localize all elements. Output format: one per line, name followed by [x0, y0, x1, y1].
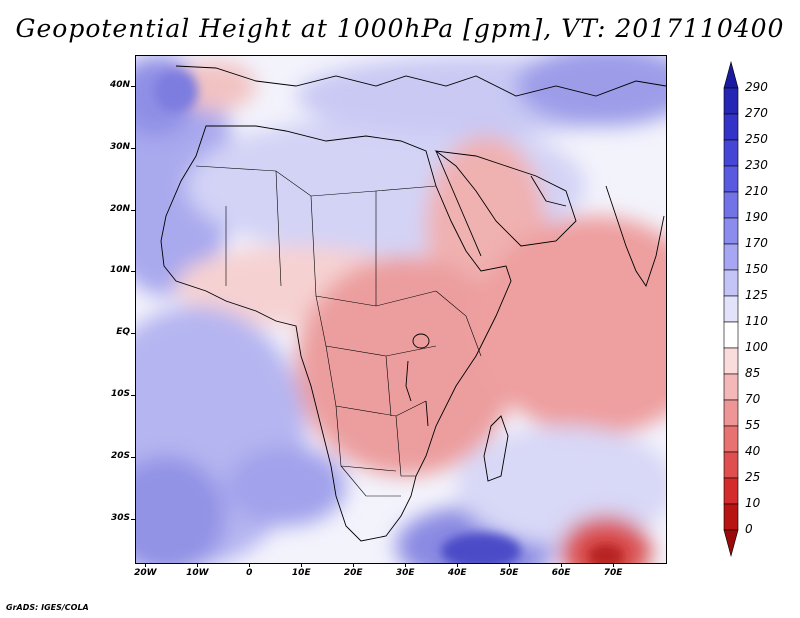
colorbar-label: 125	[745, 288, 768, 302]
lakes	[405, 333, 430, 427]
credit-text: GrADS: IGES/COLA	[6, 603, 89, 612]
longitude-tick	[405, 563, 407, 567]
longitude-tick	[509, 563, 511, 567]
latitude-tick	[131, 456, 135, 458]
colorbar-label: 230	[745, 158, 768, 172]
colorbar-segment	[723, 165, 739, 193]
latitude-tick	[131, 271, 135, 273]
colorbar-label: 250	[745, 132, 768, 146]
longitude-label: 30E	[395, 568, 415, 578]
longitude-tick	[457, 563, 459, 567]
colorbar-label: 25	[745, 470, 761, 484]
latitude-tick	[131, 395, 135, 397]
colorbar-label: 85	[745, 366, 761, 380]
latitude-label: 20S	[110, 450, 130, 461]
geopotential-field-map	[136, 56, 666, 563]
longitude-label: 20E	[343, 568, 363, 578]
colorbar-label: 290	[745, 80, 768, 94]
longitude-tick	[145, 563, 147, 567]
longitude-label: 10W	[186, 568, 209, 578]
longitude-tick	[353, 563, 355, 567]
low-center-northwest	[154, 69, 198, 113]
latitude-label: 10N	[109, 265, 130, 276]
chart-title: Geopotential Height at 1000hPa [gpm], VT…	[15, 14, 785, 43]
colorbar-segment	[723, 451, 739, 479]
colorbar-label: 100	[745, 340, 768, 354]
colorbar-segment	[723, 477, 739, 505]
latitude-label: 10S	[110, 389, 130, 400]
colorbar-label: 0	[745, 522, 753, 536]
low-center-blue	[441, 533, 521, 563]
colorbar-segment	[723, 529, 739, 558]
colorbar-label: 40	[745, 444, 761, 458]
latitude-tick	[131, 147, 135, 149]
colorbar-segment	[723, 503, 739, 531]
longitude-label: 50E	[499, 568, 519, 578]
colorbar-label: 55	[745, 418, 761, 432]
latitude-label: 20N	[109, 203, 130, 214]
colorbar-segment	[723, 217, 739, 245]
colorbar-segment	[723, 347, 739, 375]
map-panel	[135, 55, 667, 564]
latitude-tick	[131, 85, 135, 87]
colorbar-segment	[723, 425, 739, 453]
colorbar-segment	[723, 399, 739, 427]
colorbar-segment	[723, 373, 739, 401]
longitude-label: 70E	[603, 568, 623, 578]
colorbar-segment	[723, 243, 739, 271]
latitude-tick	[131, 209, 135, 211]
latitude-label: 30S	[110, 512, 130, 523]
colorbar-segment	[723, 113, 739, 141]
latitude-tick	[131, 518, 135, 520]
longitude-tick	[197, 563, 199, 567]
longitude-label: 40E	[447, 568, 467, 578]
longitude-tick	[613, 563, 615, 567]
colorbar-label: 150	[745, 262, 768, 276]
longitude-label: 10E	[291, 568, 311, 578]
colorbar-label: 270	[745, 106, 768, 120]
political-borders	[195, 165, 482, 497]
longitude-tick	[249, 563, 251, 567]
colorbar-label: 110	[745, 314, 768, 328]
colorbar-segment	[723, 139, 739, 167]
colorbar-segment	[723, 321, 739, 349]
latitude-label: EQ	[116, 327, 130, 338]
colorbar-segment	[723, 60, 739, 89]
high-center-red	[588, 544, 624, 563]
longitude-tick	[561, 563, 563, 567]
colorbar-label: 10	[745, 496, 761, 510]
colorbar-segment	[723, 295, 739, 323]
longitude-label: 60E	[551, 568, 571, 578]
colorbar-label: 210	[745, 184, 768, 198]
longitude-label: 20W	[134, 568, 157, 578]
colorbar-label: 170	[745, 236, 768, 250]
latitude-tick	[131, 333, 135, 335]
colorbar-label: 70	[745, 392, 761, 406]
coastlines	[160, 65, 666, 542]
colorbar-segment	[723, 191, 739, 219]
longitude-label: 0	[246, 568, 253, 578]
latitude-label: 30N	[109, 141, 130, 152]
colorbar-label: 190	[745, 210, 768, 224]
longitude-tick	[301, 563, 303, 567]
colorbar-segment	[723, 269, 739, 297]
colorbar-segment	[723, 87, 739, 115]
latitude-label: 40N	[109, 79, 130, 90]
